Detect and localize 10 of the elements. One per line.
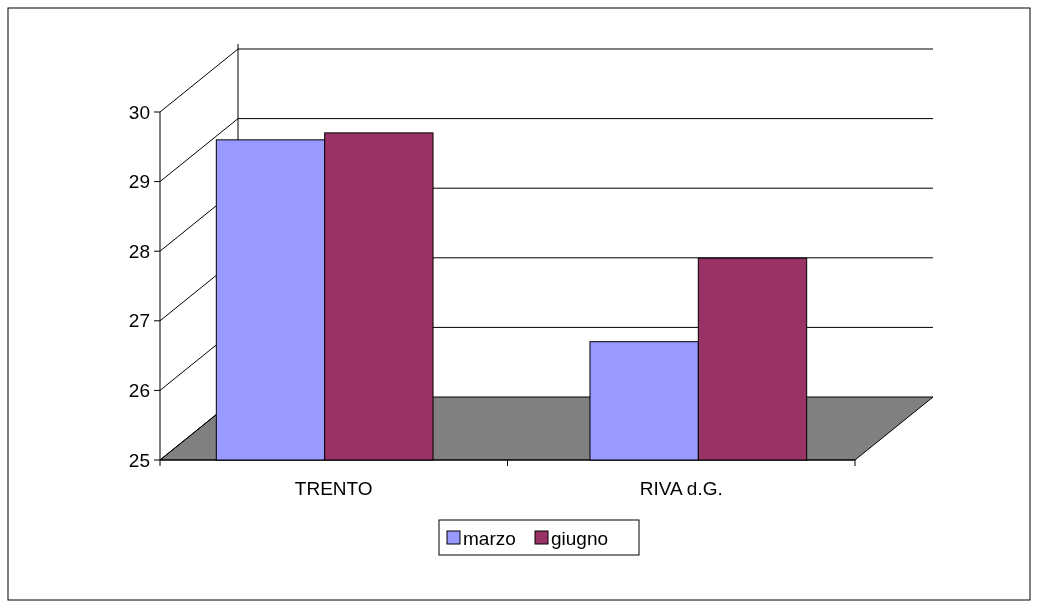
y-tick-label: 28 [128,240,150,262]
y-tick-label: 30 [128,101,150,123]
y-tick-label: 27 [128,310,150,332]
y-tick-label: 25 [128,449,150,471]
legend-label: giugno [551,527,609,549]
legend-label: marzo [463,527,516,549]
y-tick-label: 26 [128,380,150,402]
y-tick-label: 29 [128,171,150,193]
x-tick-label: RIVA d.G. [639,478,723,499]
x-tick-label: TRENTO [294,478,373,499]
